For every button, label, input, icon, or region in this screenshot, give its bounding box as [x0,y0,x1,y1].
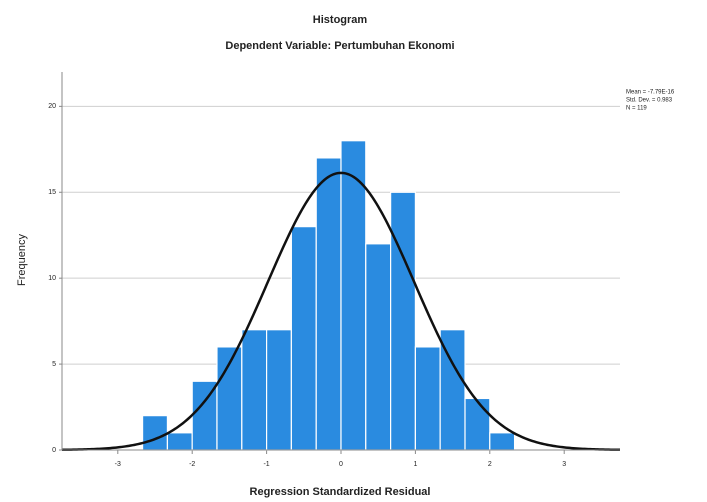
bar [315,157,342,451]
bar [365,243,392,451]
x-tick-label: -2 [189,461,195,468]
chart-title: Histogram [313,14,368,26]
bar [290,226,317,451]
y-tick-label: 15 [48,189,56,196]
legend-stat: Std. Dev. = 0.983 [626,98,673,104]
bar [340,140,367,451]
bar [141,415,169,451]
x-axis-label: Regression Standardized Residual [250,486,431,498]
y-tick-label: 5 [52,361,56,368]
y-tick-label: 10 [48,275,56,282]
x-tick-label: 3 [562,461,566,468]
x-tick-label: -3 [115,461,121,468]
y-axis-label: Frequency [16,234,28,286]
bar [414,346,441,451]
bar [241,329,268,451]
y-tick-label: 0 [52,447,56,454]
x-tick-label: 0 [339,461,343,468]
bar [464,397,491,451]
normal-curve [61,171,621,452]
y-tick-label: 20 [48,103,56,110]
bar [166,432,193,451]
bar [489,432,516,451]
legend-stat: Mean = -7.79E-16 [626,90,675,96]
x-tick-label: 2 [488,461,492,468]
x-tick-label: 1 [413,461,417,468]
bar [266,329,292,451]
x-tick-label: -1 [263,461,269,468]
bar [390,191,416,451]
legend-stat: N = 119 [626,106,647,112]
chart-subtitle: Dependent Variable: Pertumbuhan Ekonomi [225,40,454,52]
